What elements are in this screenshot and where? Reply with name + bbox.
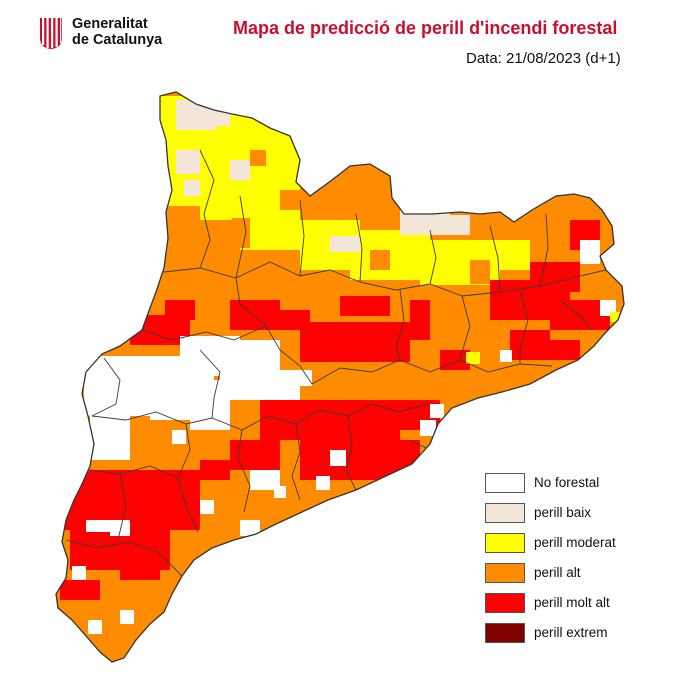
- zone-no-forestal: [240, 520, 260, 536]
- zone-no-forestal: [72, 566, 86, 580]
- zone-perill-moderat: [466, 352, 480, 364]
- zone-perill-molt-alt: [380, 440, 420, 470]
- zone-no-forestal: [580, 240, 600, 264]
- zone-perill-molt-alt: [200, 460, 230, 480]
- zone-perill-molt-alt: [230, 300, 280, 330]
- zone-perill-baix: [176, 150, 200, 174]
- zone-perill-baix: [210, 110, 230, 126]
- zone-perill-baix: [230, 160, 250, 180]
- logo-line-1: Generalitat: [72, 16, 148, 32]
- legend-swatch: [485, 623, 525, 643]
- zone-perill-molt-alt: [60, 580, 100, 600]
- zone-no-forestal: [500, 350, 512, 362]
- zone-perill-molt-alt: [300, 322, 410, 362]
- zone-no-forestal: [88, 620, 102, 634]
- legend-item-perill-molt-alt: perill molt alt: [485, 593, 685, 615]
- legend-swatch: [485, 473, 525, 493]
- zone-perill-molt-alt: [550, 340, 580, 360]
- zone-perill-molt-alt: [530, 262, 580, 292]
- zone-no-forestal: [86, 520, 116, 532]
- zone-perill-baix: [196, 96, 226, 110]
- legend-label: perill extrem: [534, 625, 608, 640]
- legend-item-perill-alt: perill alt: [485, 563, 685, 585]
- zone-perill-alt: [250, 150, 266, 166]
- legend-swatch: [485, 563, 525, 583]
- legend-label: perill molt alt: [534, 595, 610, 610]
- zone-perill-molt-alt: [440, 350, 470, 370]
- page-title: Mapa de predicció de perill d'incendi fo…: [233, 18, 618, 38]
- zone-perill-baix: [440, 215, 470, 235]
- legend-item-no-forestal: No forestal: [485, 473, 685, 495]
- zone-no-forestal: [420, 420, 436, 436]
- zone-no-forestal: [190, 400, 230, 430]
- logo-line-2: de Catalunya: [72, 32, 163, 48]
- legend-label: perill moderat: [534, 535, 616, 550]
- legend-item-perill-extrem: perill extrem: [485, 623, 685, 645]
- logo-text: Generalitat de Catalunya: [72, 16, 162, 48]
- zone-no-forestal: [120, 610, 134, 624]
- zone-perill-molt-alt: [410, 300, 430, 340]
- zone-no-forestal: [274, 486, 286, 498]
- catalan-flag-stripes-icon: [40, 18, 62, 49]
- danger-grid-cells: [56, 92, 624, 662]
- legend-swatch: [485, 593, 525, 613]
- zone-no-forestal: [430, 404, 444, 418]
- legend-swatch: [485, 533, 525, 553]
- legend-item-perill-baix: perill baix: [485, 503, 685, 525]
- zone-no-forestal: [316, 476, 330, 490]
- zone-no-forestal: [110, 520, 130, 536]
- zone-no-forestal: [172, 430, 186, 444]
- zone-perill-alt: [370, 250, 390, 270]
- zone-perill-molt-alt: [150, 500, 190, 520]
- forecast-date: Data: 21/08/2023 (d+1): [466, 50, 621, 67]
- zone-no-forestal: [250, 470, 280, 490]
- generalitat-logo: Generalitat de Catalunya: [38, 16, 178, 56]
- zone-perill-molt-alt: [340, 296, 390, 316]
- legend-item-perill-moderat: perill moderat: [485, 533, 685, 555]
- zone-perill-baix: [330, 236, 360, 252]
- legend-label: No forestal: [534, 475, 600, 490]
- zone-no-forestal: [330, 450, 346, 466]
- zone-perill-molt-alt: [230, 440, 280, 470]
- zone-perill-moderat: [610, 312, 620, 322]
- legend-swatch: [485, 503, 525, 523]
- zone-perill-molt-alt: [165, 300, 195, 320]
- zone-perill-alt: [470, 260, 490, 284]
- zone-perill-molt-alt: [510, 330, 550, 360]
- zone-perill-molt-alt: [120, 560, 160, 580]
- legend-label: perill baix: [534, 505, 592, 520]
- zone-perill-moderat: [500, 240, 530, 270]
- zone-no-forestal: [200, 500, 214, 514]
- legend-label: perill alt: [534, 565, 581, 580]
- zone-no-forestal: [90, 400, 130, 460]
- zone-perill-alt: [280, 190, 300, 210]
- zone-perill-alt: [232, 218, 250, 248]
- zone-perill-baix: [184, 180, 200, 196]
